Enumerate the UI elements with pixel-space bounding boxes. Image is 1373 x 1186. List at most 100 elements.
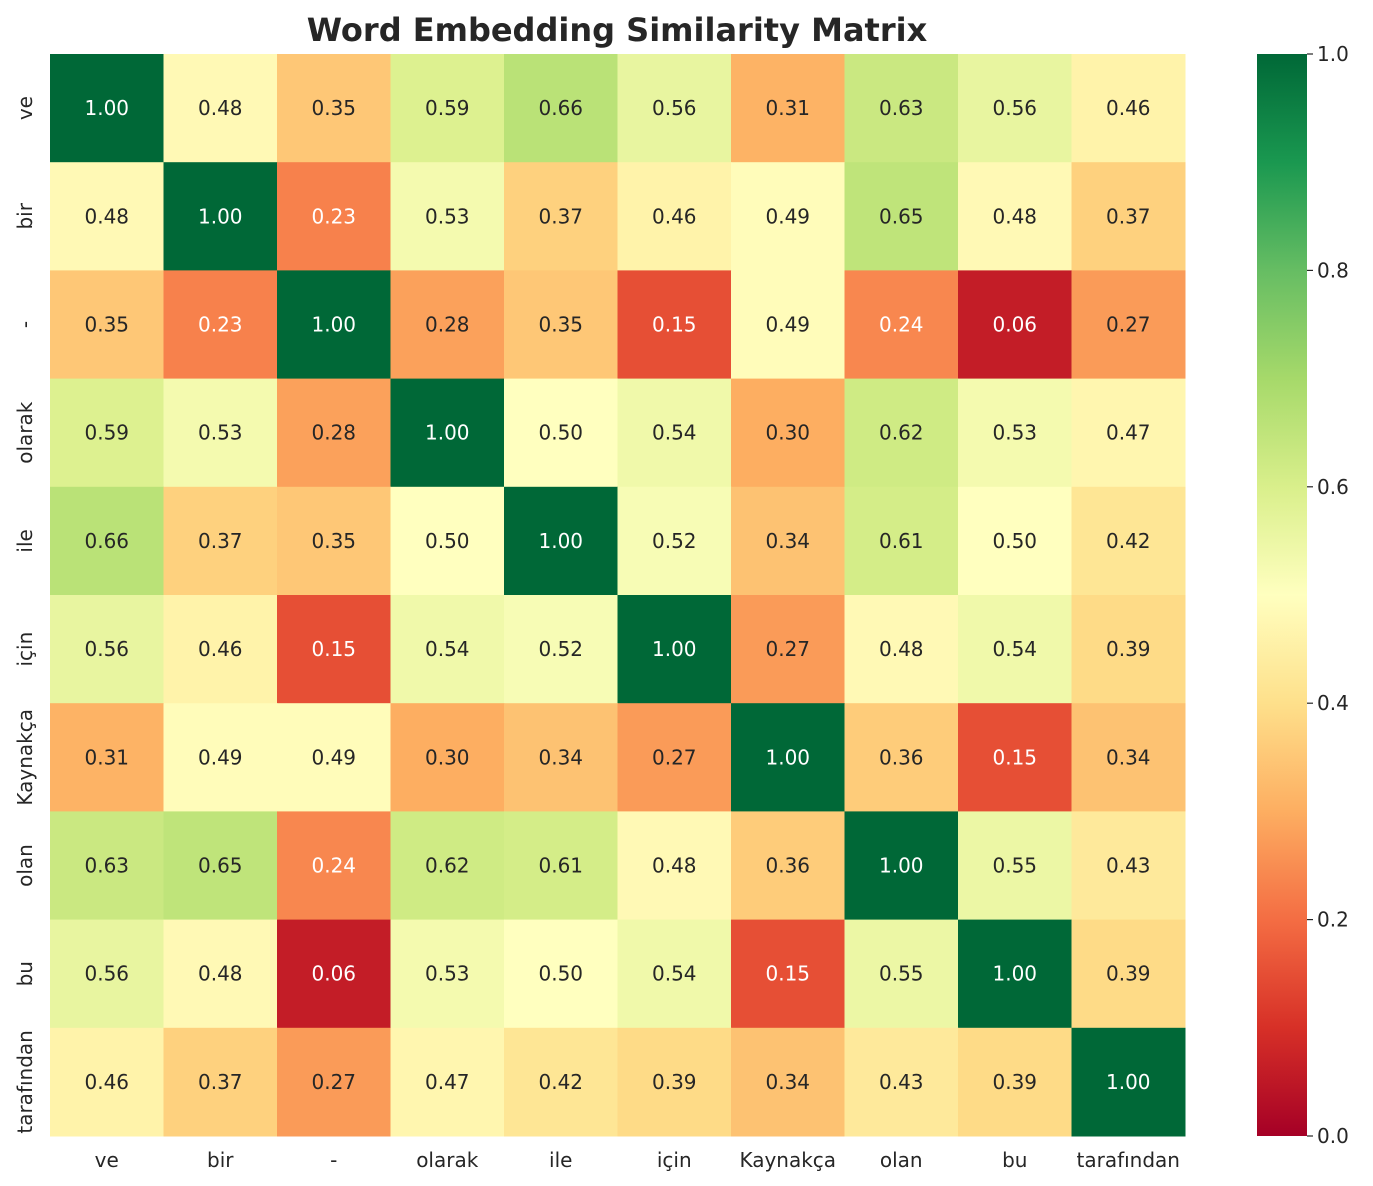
heatmap-cell-5-5 bbox=[617, 595, 732, 704]
heatmap-cell-0-8 bbox=[958, 54, 1072, 163]
cell-value-label: 0.48 bbox=[992, 204, 1037, 228]
heatmap-cell-2-2 bbox=[277, 270, 391, 380]
heatmap-cell-0-5 bbox=[617, 54, 732, 163]
cell-value-label: 0.37 bbox=[198, 1070, 243, 1094]
heatmap-cell-7-2 bbox=[277, 811, 391, 921]
cell-value-label: 0.55 bbox=[992, 854, 1037, 878]
cell-value-label: 0.43 bbox=[1106, 854, 1151, 878]
cell-value-label: 0.37 bbox=[538, 204, 583, 228]
heatmap-cell-5-6 bbox=[731, 595, 845, 704]
heatmap-cell-0-4 bbox=[504, 54, 618, 163]
x-tick-label-kaynakça: Kaynakça bbox=[739, 1148, 836, 1172]
x-tick-label-bir: bir bbox=[207, 1148, 234, 1172]
x-tick-label-ve: ve bbox=[95, 1148, 119, 1172]
cell-value-label: 0.48 bbox=[879, 637, 924, 661]
heatmap-cell-5-8 bbox=[958, 595, 1072, 704]
cell-value-label: 0.59 bbox=[84, 421, 129, 445]
cell-value-label: 1.00 bbox=[992, 962, 1037, 986]
y-tick-label-ile: ile bbox=[13, 529, 37, 552]
x-tick-label-olan: olan bbox=[880, 1148, 923, 1172]
cell-value-label: 0.59 bbox=[425, 96, 470, 120]
cell-value-label: 0.61 bbox=[538, 854, 583, 878]
cell-value-label: 1.00 bbox=[425, 421, 470, 445]
cell-value-label: 0.24 bbox=[879, 313, 924, 337]
cell-value-label: 0.49 bbox=[765, 204, 810, 228]
colorbar-tick-label: 0.0 bbox=[1317, 1124, 1349, 1148]
heatmap-cell-5-2 bbox=[277, 595, 391, 704]
heatmap-cell-6-5 bbox=[617, 703, 732, 812]
cell-value-label: 0.50 bbox=[538, 962, 583, 986]
heatmap-cell-4-0 bbox=[50, 486, 164, 596]
heatmap-cell-4-3 bbox=[390, 486, 505, 596]
cell-value-label: 1.00 bbox=[879, 854, 924, 878]
heatmap-cell-3-5 bbox=[617, 378, 732, 488]
cell-value-label: 0.24 bbox=[311, 854, 356, 878]
heatmap-cell-8-2 bbox=[277, 919, 391, 1029]
colorbar-tick-label: 0.6 bbox=[1317, 475, 1349, 499]
y-tick-label-dash: - bbox=[13, 321, 37, 328]
heatmap-cell-2-1 bbox=[163, 270, 278, 380]
heatmap-cell-1-5 bbox=[617, 162, 732, 271]
heatmap-cell-6-4 bbox=[504, 703, 618, 812]
heatmap-cell-5-1 bbox=[163, 595, 278, 704]
heatmap-cell-6-3 bbox=[390, 703, 505, 812]
cell-value-label: 0.15 bbox=[992, 745, 1037, 769]
cell-value-label: 0.53 bbox=[425, 962, 470, 986]
cell-value-label: 1.00 bbox=[311, 313, 356, 337]
cell-value-label: 0.47 bbox=[425, 1070, 470, 1094]
heatmap-cell-7-0 bbox=[50, 811, 164, 921]
cell-value-label: 0.36 bbox=[879, 745, 924, 769]
y-axis-tick-labels: ve bir - olarak ile için Kaynakça olan bu tarafın… bbox=[13, 96, 37, 1134]
cell-value-label: 0.47 bbox=[1106, 421, 1151, 445]
cell-value-label: 0.63 bbox=[879, 96, 924, 120]
colorbar-tick-label: 0.2 bbox=[1317, 908, 1349, 932]
y-tick-label-için: için bbox=[13, 632, 37, 667]
x-tick-label-için: için bbox=[657, 1148, 692, 1172]
cell-value-label: 0.28 bbox=[425, 313, 470, 337]
heatmap-cell-1-6 bbox=[731, 162, 845, 271]
heatmap-cell-labels: 1.00 0.48 0.35 0.59 0.66 0.56 0.31 0.63 0.56 0.46… bbox=[84, 96, 1150, 1094]
heatmap-cell-7-3 bbox=[390, 811, 505, 921]
cell-value-label: 0.62 bbox=[879, 421, 924, 445]
heatmap-cell-0-6 bbox=[731, 54, 845, 163]
cell-value-label: 0.39 bbox=[652, 1070, 697, 1094]
heatmap-cell-5-0 bbox=[50, 595, 164, 704]
x-tick-label-olarak: olarak bbox=[416, 1148, 479, 1172]
heatmap-cell-1-2 bbox=[277, 162, 391, 271]
heatmap-cell-9-1 bbox=[163, 1027, 278, 1137]
heatmap-cell-8-8 bbox=[958, 919, 1072, 1029]
x-tick-label-ile: ile bbox=[549, 1148, 572, 1172]
cell-value-label: 0.49 bbox=[198, 745, 243, 769]
heatmap-cell-9-7 bbox=[844, 1027, 959, 1137]
heatmap-cell-9-8 bbox=[958, 1027, 1072, 1137]
cell-value-label: 0.15 bbox=[765, 962, 810, 986]
heatmap-cell-9-9 bbox=[1071, 1027, 1186, 1137]
heatmap-cell-5-7 bbox=[844, 595, 959, 704]
heatmap-cell-8-7 bbox=[844, 919, 959, 1029]
cell-value-label: 0.56 bbox=[84, 637, 129, 661]
heatmap-cell-2-7 bbox=[844, 270, 959, 380]
heatmap-cell-1-4 bbox=[504, 162, 618, 271]
cell-value-label: 0.34 bbox=[765, 529, 810, 553]
heatmap-cell-4-5 bbox=[617, 486, 732, 596]
y-tick-label-bu: bu bbox=[13, 961, 37, 986]
cell-value-label: 0.50 bbox=[538, 421, 583, 445]
heatmap-cell-6-7 bbox=[844, 703, 959, 812]
cell-value-label: 0.48 bbox=[198, 96, 243, 120]
heatmap-cell-2-5 bbox=[617, 270, 732, 380]
heatmap-cell-0-1 bbox=[163, 54, 278, 163]
heatmap-cell-9-4 bbox=[504, 1027, 618, 1137]
cell-value-label: 0.23 bbox=[311, 204, 356, 228]
heatmap-cell-4-6 bbox=[731, 486, 845, 596]
heatmap-cell-1-9 bbox=[1071, 162, 1186, 271]
heatmap-cell-3-0 bbox=[50, 378, 164, 488]
heatmap-cell-7-5 bbox=[617, 811, 732, 921]
heatmap-cell-1-7 bbox=[844, 162, 959, 271]
cell-value-label: 0.65 bbox=[198, 854, 243, 878]
heatmap-cell-5-4 bbox=[504, 595, 618, 704]
cell-value-label: 0.48 bbox=[198, 962, 243, 986]
cell-value-label: 0.15 bbox=[652, 313, 697, 337]
y-tick-label-olarak: olarak bbox=[13, 401, 37, 464]
cell-value-label: 0.42 bbox=[1106, 529, 1151, 553]
